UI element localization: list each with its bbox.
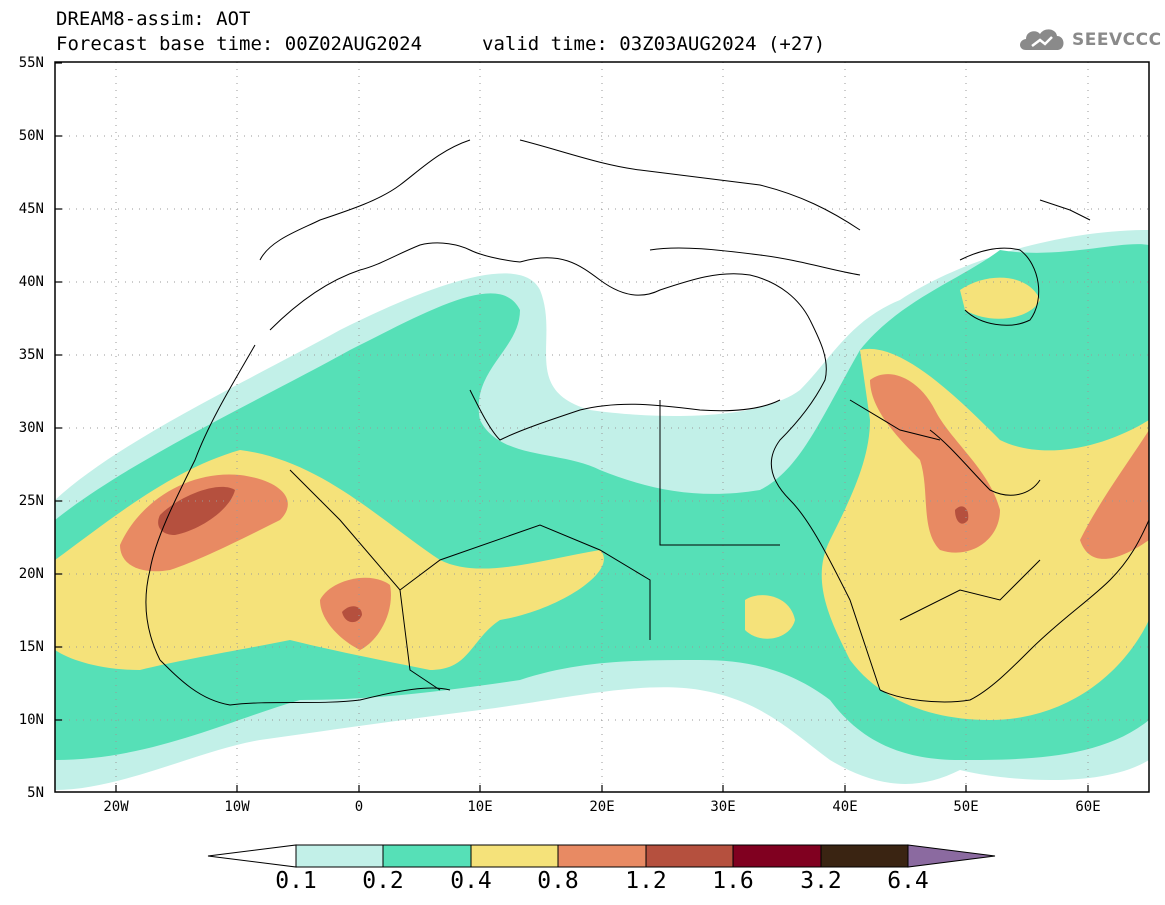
lat-label-10n: 10N [18,712,44,728]
lon-label-20e: 20E [589,799,615,815]
colorbar-label-0.4: 0.4 [450,868,492,894]
lat-label-50n: 50N [18,128,44,144]
colorbar-label-1.2: 1.2 [625,868,667,894]
colorbar-bin-2 [382,844,472,868]
lon-label-60e: 60E [1075,799,1101,815]
aot-band-1.2 [158,486,235,535]
colorbar-label-1.6: 1.6 [712,868,754,894]
lon-label-30e: 30E [710,799,736,815]
cloud-logo-icon [1020,29,1064,50]
lat-label-40n: 40N [18,274,44,290]
aot-band-1.2-arabia [955,506,969,524]
colorbar-bin-6 [732,844,822,868]
lon-label-50e: 50E [953,799,979,815]
lat-label-55n: 55N [18,55,44,71]
colorbar-bin-4 [557,844,647,868]
colorbar-label-0.1: 0.1 [275,868,317,894]
forecast-base-time: Forecast base time: 00Z02AUG2024 [56,33,423,55]
colorbar-bin-7 [820,844,909,868]
aot-band-0.4-caspian [960,277,1040,319]
lon-label-10e: 10E [467,799,493,815]
lat-label-35n: 35N [18,347,44,363]
tick-marks [55,62,1089,792]
colorbar-over [907,844,996,868]
lon-label-40e: 40E [832,799,858,815]
coastlines [145,139,1149,706]
lat-label-5n: 5N [27,785,44,801]
colorbar-bin-3 [470,844,559,868]
colorbar-label-3.2: 3.2 [800,868,842,894]
map-title: DREAM8-assim: AOT [56,8,251,30]
valid-time: valid time: 03Z03AUG2024 (+27) [482,33,826,55]
colorbar-bin-5 [645,844,734,868]
aot-band-1.2-mali [342,606,362,623]
aot-band-0.8-east [1080,430,1149,559]
aot-band-0.4-sahel [745,595,795,639]
colorbar-bin-1 [295,844,384,868]
colorbar-label-6.4: 6.4 [887,868,929,894]
lat-label-30n: 30N [18,420,44,436]
colorbar-under [207,844,297,868]
lon-label-0: 0 [354,799,364,815]
lat-label-20n: 20N [18,566,44,582]
lat-label-25n: 25N [18,493,44,509]
colorbar-label-0.2: 0.2 [362,868,404,894]
lat-label-45n: 45N [18,201,44,217]
aot-band-0.8-arabia [870,374,1000,553]
colorbar [207,844,996,868]
lon-label-10w: 10W [224,799,250,815]
lon-label-20w: 20W [103,799,129,815]
colorbar-label-0.8: 0.8 [537,868,579,894]
seevccc-logo-text: SEEVCCC [1072,30,1162,50]
lat-label-15n: 15N [18,639,44,655]
